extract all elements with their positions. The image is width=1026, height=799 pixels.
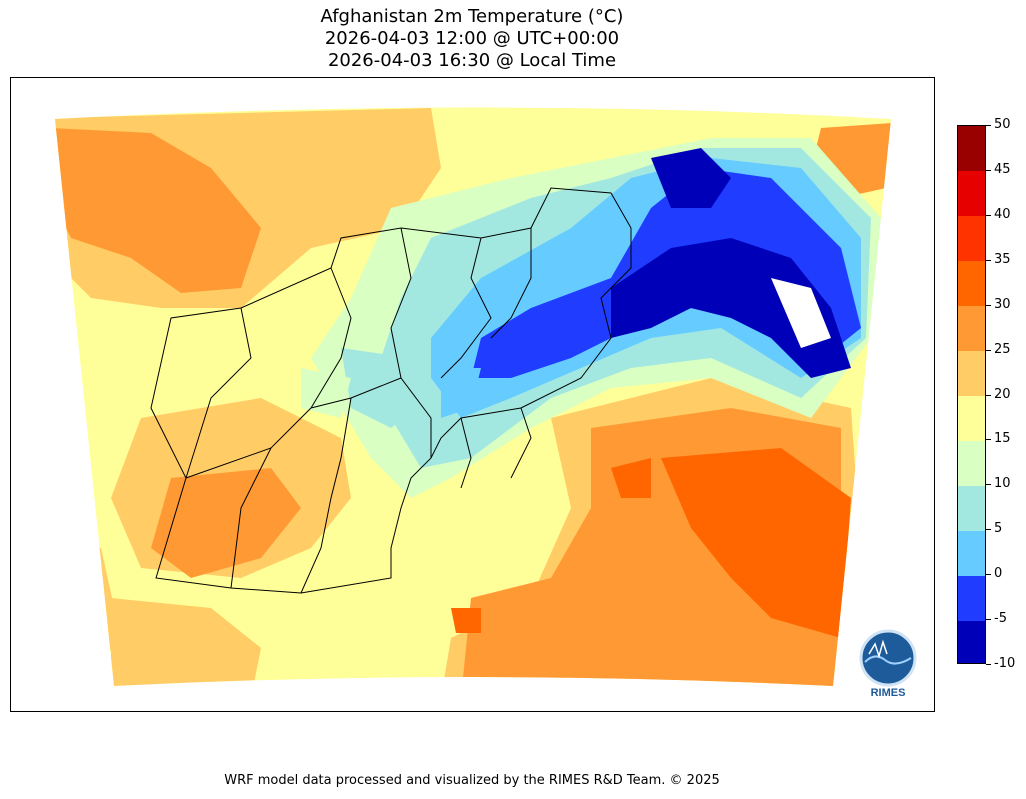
colorbar-tick — [986, 664, 991, 665]
colorbar-segment — [958, 440, 985, 486]
colorbar-tick-label: 15 — [994, 431, 1011, 447]
colorbar-tick — [986, 394, 991, 396]
title-line-local-time: 2026-04-03 16:30 @ Local Time — [327, 50, 617, 71]
map-title: Afghanistan 2m Temperature (°C) 2026-04-… — [0, 6, 944, 72]
colorbar-segment — [958, 485, 985, 531]
colorbar-tick-label: 0 — [994, 566, 1003, 582]
title-line-variable: Afghanistan 2m Temperature (°C) — [320, 6, 624, 27]
colorbar-tick — [986, 619, 991, 621]
temperature-map — [55, 107, 891, 686]
colorbar-tick — [986, 214, 991, 216]
colorbar-segment — [958, 215, 985, 262]
colorbar-tick-label: 30 — [994, 296, 1011, 312]
colorbar-tick — [986, 259, 991, 261]
colorbar-segment — [958, 620, 985, 663]
colorbar-tick — [986, 349, 991, 351]
colorbar-tick — [986, 529, 991, 531]
colorbar-tick-label: 10 — [994, 476, 1011, 492]
title-line-utc-time: 2026-04-03 12:00 @ UTC+00:00 — [324, 28, 620, 49]
colorbar-segment — [958, 170, 985, 217]
colorbar-tick-label: 40 — [994, 206, 1011, 222]
colorbar-tick — [986, 484, 991, 486]
colorbar-segment — [958, 575, 985, 621]
temperature-field — [55, 107, 891, 686]
colorbar-tick-label: -5 — [994, 611, 1007, 627]
colorbar-tick — [986, 125, 991, 126]
footer-credit: WRF model data processed and visualized … — [224, 773, 720, 788]
colorbar-tick — [986, 169, 991, 171]
colorbar — [957, 125, 986, 664]
map-panel — [10, 77, 935, 712]
colorbar-tick-label: 35 — [994, 251, 1011, 267]
afghanistan-boundaries — [150, 187, 632, 594]
logo-text: RIMES — [871, 687, 906, 699]
colorbar-segment — [958, 305, 985, 352]
colorbar-segment — [958, 530, 985, 576]
colorbar-tick-label: 45 — [994, 161, 1011, 177]
colorbar-segment — [958, 350, 985, 396]
colorbar-tick-label: 5 — [994, 521, 1003, 537]
colorbar-segment — [958, 126, 985, 172]
colorbar-tick-label: 25 — [994, 341, 1011, 357]
colorbar-tick — [986, 574, 991, 576]
rimes-logo-icon: RIMES — [859, 629, 917, 699]
colorbar-segment — [958, 395, 985, 441]
colorbar-segment — [958, 260, 985, 307]
colorbar-tick — [986, 304, 991, 306]
colorbar-tick-label: 20 — [994, 386, 1011, 402]
colorbar-tick — [986, 439, 991, 441]
colorbar-tick-label: -10 — [994, 656, 1016, 671]
colorbar-tick-label: 50 — [994, 117, 1011, 132]
